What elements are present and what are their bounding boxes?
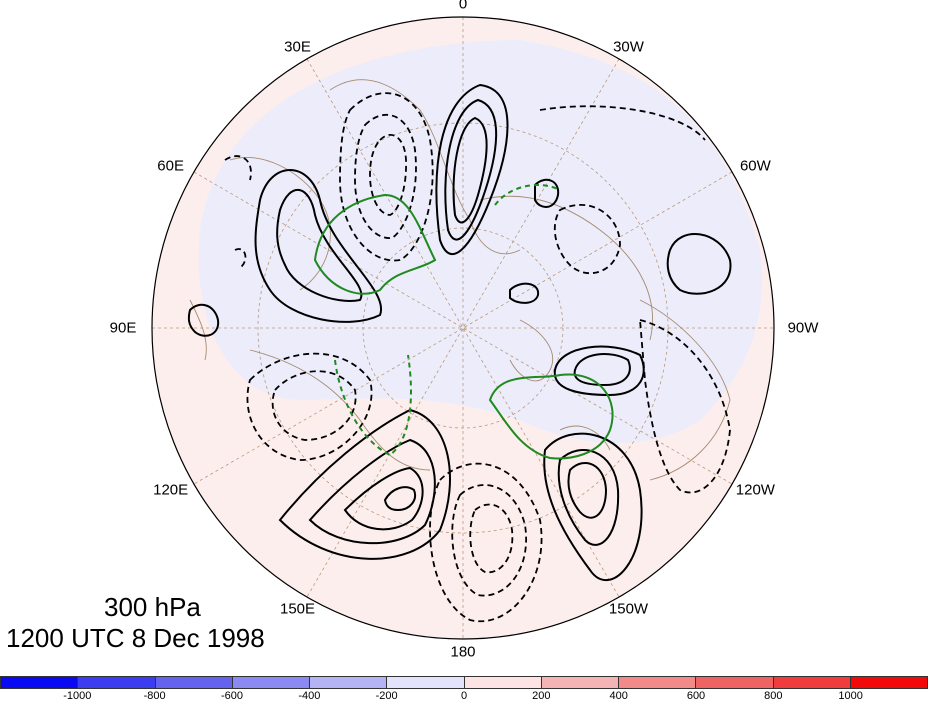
positive-contours [187,83,732,582]
longitude-label: 120W [735,481,775,499]
longitude-label: 90E [109,319,137,337]
colorbar-tick-label: -200 [375,690,398,702]
colorbar-box [232,677,310,688]
colorbar-box [464,677,542,688]
colorbar-box [1,677,79,688]
colorbar-box [541,677,619,688]
pressure-level-caption: 300 hPa [104,592,201,622]
colorbar-tick-label: -600 [220,690,244,702]
longitude-label: 150W [608,600,649,618]
negative-contours [224,92,731,623]
graticule [152,17,774,639]
map-boundary [151,16,775,640]
colorbar-tick-label: 200 [532,690,551,702]
colorbar-tick-label: 400 [609,690,628,702]
longitude-label: 90W [787,319,819,337]
colorbar-box [696,677,774,688]
colorbar-tick-label: -1000 [63,690,92,702]
longitude-label: 60W [739,157,771,175]
colorbar-tick-label: 1000 [838,690,863,702]
colorbar-tick-label: 800 [764,690,783,702]
colorbar-box [155,677,233,688]
colorbar-box [387,677,465,688]
colorbar-tick-label: 0 [460,690,468,702]
coastlines [189,79,731,481]
longitude-label: 180 [450,643,476,661]
longitude-label: 30E [284,38,311,56]
longitude-label: 60E [157,157,184,175]
longitude-label: 150E [279,600,316,618]
colorbar-tick-label: -400 [298,690,321,702]
colorbar-box [78,677,156,688]
negative-shading [198,40,762,444]
polar-stereographic-map [151,16,775,640]
longitude-label: 30W [613,38,644,56]
colorbar-tick-label: -800 [143,690,166,702]
longitude-label: 120E [153,481,189,499]
colorbar-box [310,677,388,688]
colorbar [0,676,928,689]
zero-contour [313,184,614,460]
longitude-label: 0 [458,0,468,13]
colorbar-box [850,677,927,688]
colorbar-box [619,677,697,688]
valid-time-caption: 1200 UTC 8 Dec 1998 [6,623,265,653]
colorbar-box [773,677,851,688]
colorbar-tick-label: 600 [686,690,706,702]
